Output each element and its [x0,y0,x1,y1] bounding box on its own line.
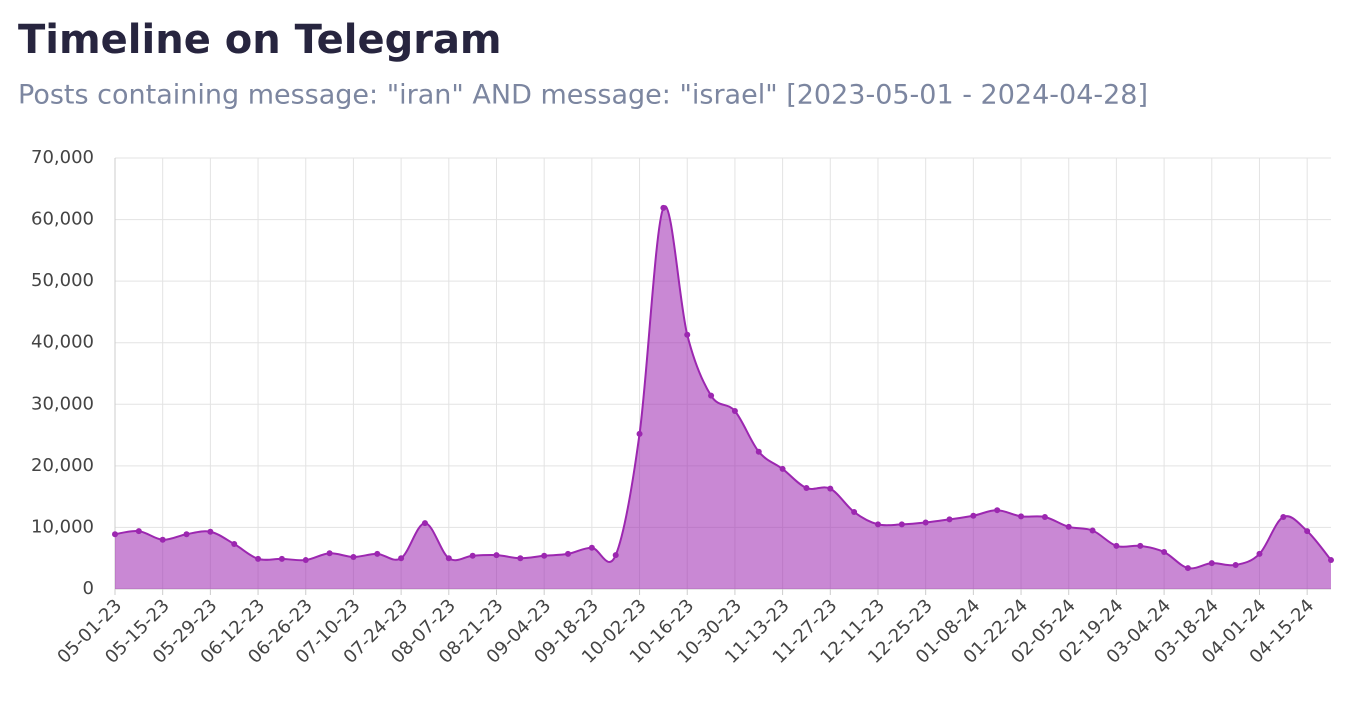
y-tick-label: 60,000 [31,209,94,230]
point [469,552,476,559]
point [970,512,977,519]
point [493,552,500,559]
point [183,531,190,538]
point [159,536,166,543]
point [255,555,262,562]
point [779,465,786,472]
point [1137,542,1144,549]
point [994,507,1001,514]
y-tick-label: 30,000 [31,393,94,414]
point [302,557,309,564]
point [1280,513,1287,520]
point [350,553,357,560]
chart-subtitle: Posts containing message: "iran" AND mes… [18,80,1148,111]
y-tick-label: 70,000 [31,147,94,168]
point [565,550,572,557]
point [612,552,619,559]
point [851,509,858,516]
y-tick-label: 20,000 [31,455,94,476]
y-tick-label: 40,000 [31,332,94,353]
area-fill [115,206,1331,589]
point [898,521,905,528]
point [541,552,548,559]
point [1232,561,1239,568]
point [1304,528,1311,535]
point [1161,549,1168,556]
line [114,205,1332,570]
point [231,541,238,548]
point [1256,550,1263,557]
point [517,555,524,562]
point [1208,560,1215,567]
point [660,204,667,211]
y-tick-label: 10,000 [31,516,94,537]
point [874,521,881,528]
point [684,331,691,338]
point [827,485,834,492]
point [135,528,142,535]
point [207,528,214,535]
point [636,430,643,437]
point [1018,513,1025,520]
point [731,408,738,415]
point [1328,557,1334,564]
point [374,550,381,557]
point [1065,523,1072,530]
point [755,448,762,455]
point [398,555,405,562]
chart-title: Timeline on Telegram [18,17,502,63]
point [112,531,118,538]
point [326,550,333,557]
point [1113,542,1120,549]
point [1089,527,1096,534]
point [278,555,285,562]
point [803,485,810,492]
point [708,392,715,399]
point [946,516,953,523]
point [588,544,595,551]
point [1041,513,1048,520]
point [421,520,428,527]
y-tick-label: 50,000 [31,270,94,291]
point [922,519,929,526]
y-tick-label: 0 [83,578,94,599]
point [1184,565,1191,572]
point [445,555,452,562]
